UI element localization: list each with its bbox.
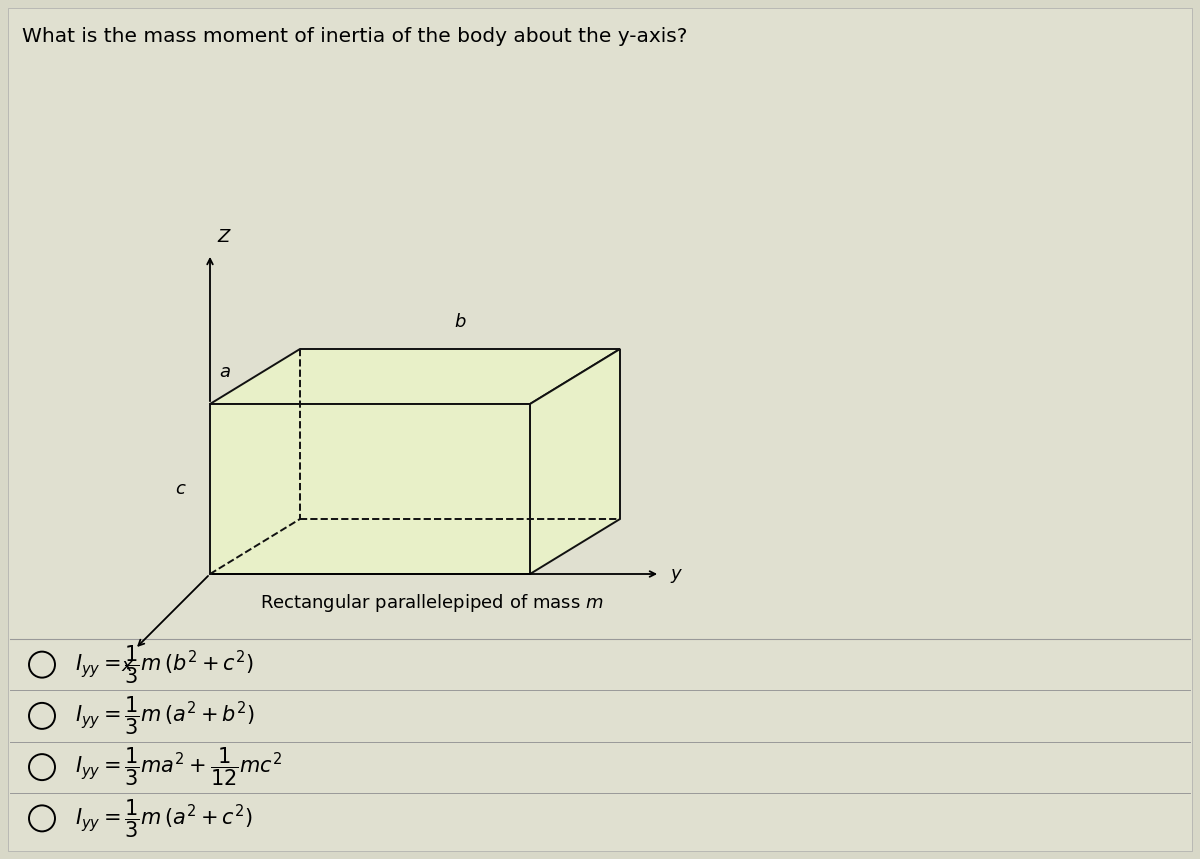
- Text: $I_{yy} = \dfrac{1}{3}m\,(a^2 + c^2)$: $I_{yy} = \dfrac{1}{3}m\,(a^2 + c^2)$: [74, 797, 252, 839]
- Text: $I_{yy} = \dfrac{1}{3}m\,(a^2 + b^2)$: $I_{yy} = \dfrac{1}{3}m\,(a^2 + b^2)$: [74, 695, 254, 737]
- Text: b: b: [455, 313, 466, 331]
- Text: $I_{yy} = \dfrac{1}{3}ma^2 + \dfrac{1}{12}mc^2$: $I_{yy} = \dfrac{1}{3}ma^2 + \dfrac{1}{1…: [74, 746, 282, 789]
- Text: a: a: [218, 362, 230, 381]
- Polygon shape: [8, 8, 1192, 851]
- Polygon shape: [530, 349, 620, 574]
- Text: $I_{yy} = \dfrac{1}{3}m\,(b^2 + c^2)$: $I_{yy} = \dfrac{1}{3}m\,(b^2 + c^2)$: [74, 643, 253, 685]
- Text: x: x: [121, 657, 132, 675]
- Text: What is the mass moment of inertia of the body about the y-axis?: What is the mass moment of inertia of th…: [22, 27, 688, 46]
- Text: c: c: [175, 480, 185, 498]
- Text: Rectangular parallelepiped of mass $m$: Rectangular parallelepiped of mass $m$: [260, 592, 604, 614]
- Text: y: y: [670, 565, 680, 583]
- Text: Z: Z: [217, 228, 229, 246]
- Polygon shape: [210, 349, 620, 404]
- Polygon shape: [210, 404, 530, 574]
